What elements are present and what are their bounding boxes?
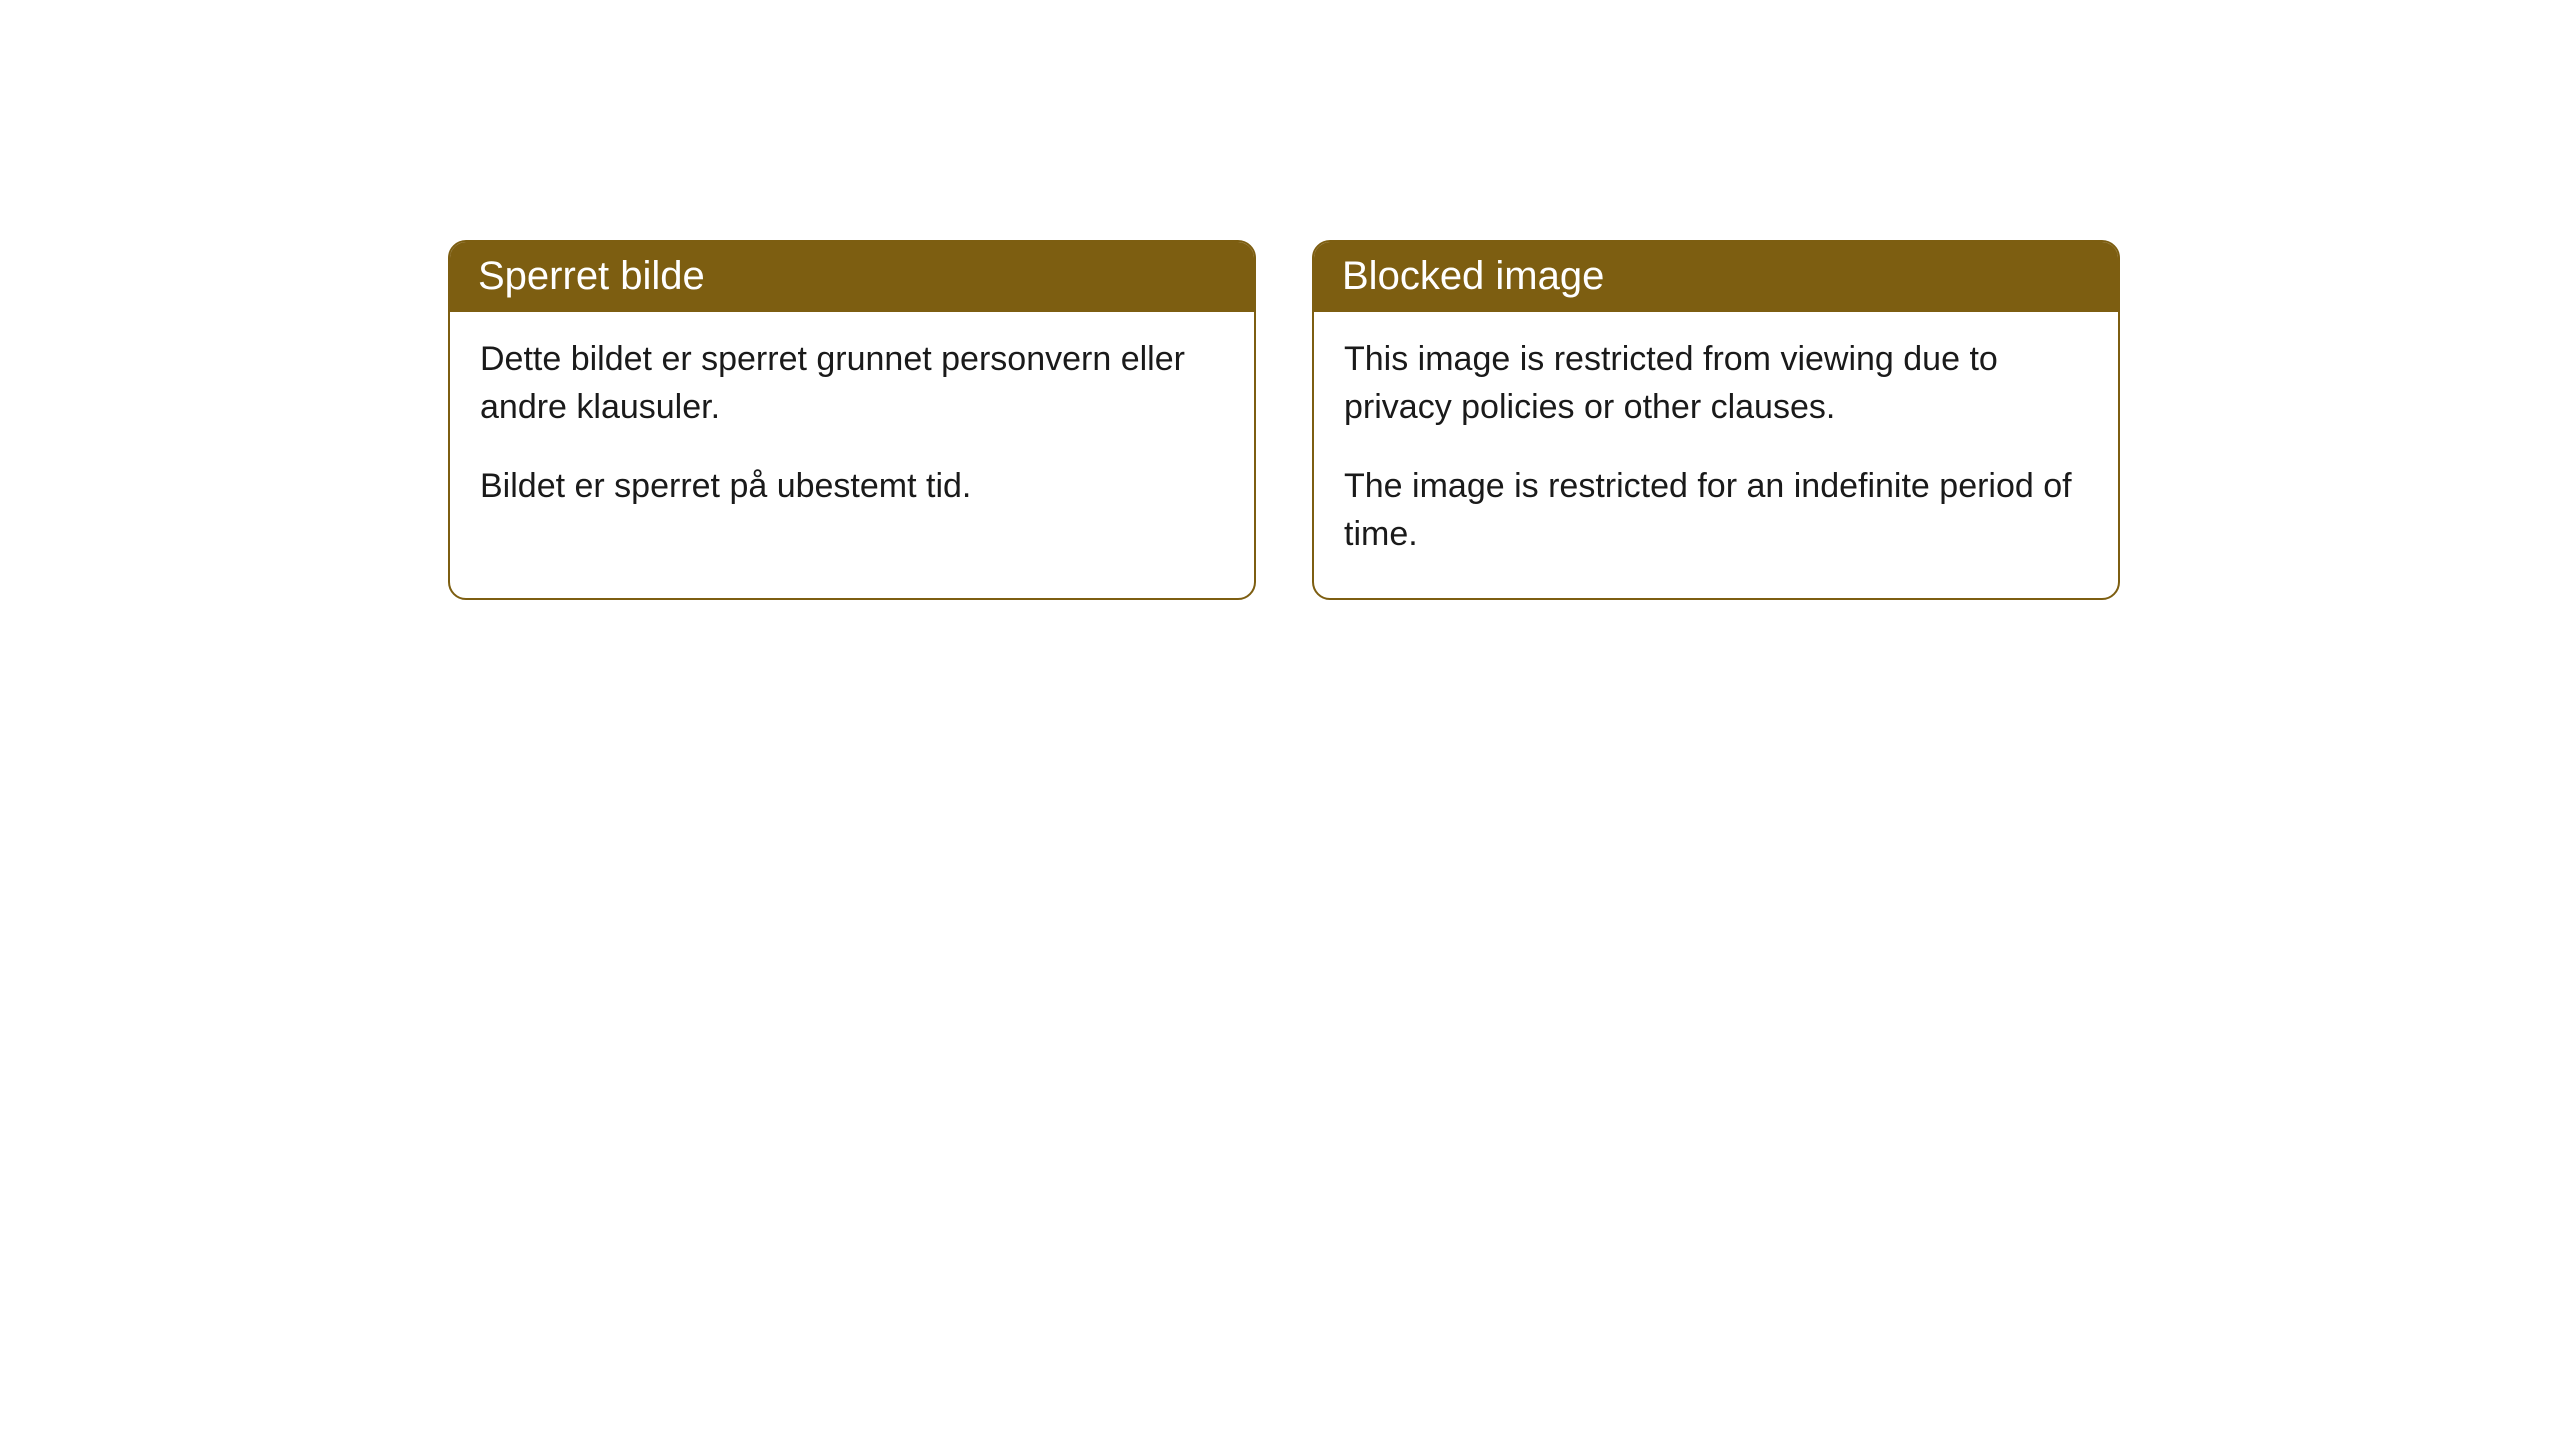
card-body-no: Dette bildet er sperret grunnet personve… xyxy=(450,312,1254,551)
blocked-image-card-en: Blocked image This image is restricted f… xyxy=(1312,240,2120,600)
card-text-en-1: This image is restricted from viewing du… xyxy=(1344,336,2088,431)
card-text-no-2: Bildet er sperret på ubestemt tid. xyxy=(480,463,1224,511)
blocked-image-card-no: Sperret bilde Dette bildet er sperret gr… xyxy=(448,240,1256,600)
card-body-en: This image is restricted from viewing du… xyxy=(1314,312,2118,598)
card-text-no-1: Dette bildet er sperret grunnet personve… xyxy=(480,336,1224,431)
card-header-no: Sperret bilde xyxy=(450,242,1254,312)
card-header-en: Blocked image xyxy=(1314,242,2118,312)
notice-container: Sperret bilde Dette bildet er sperret gr… xyxy=(0,0,2560,600)
card-text-en-2: The image is restricted for an indefinit… xyxy=(1344,463,2088,558)
